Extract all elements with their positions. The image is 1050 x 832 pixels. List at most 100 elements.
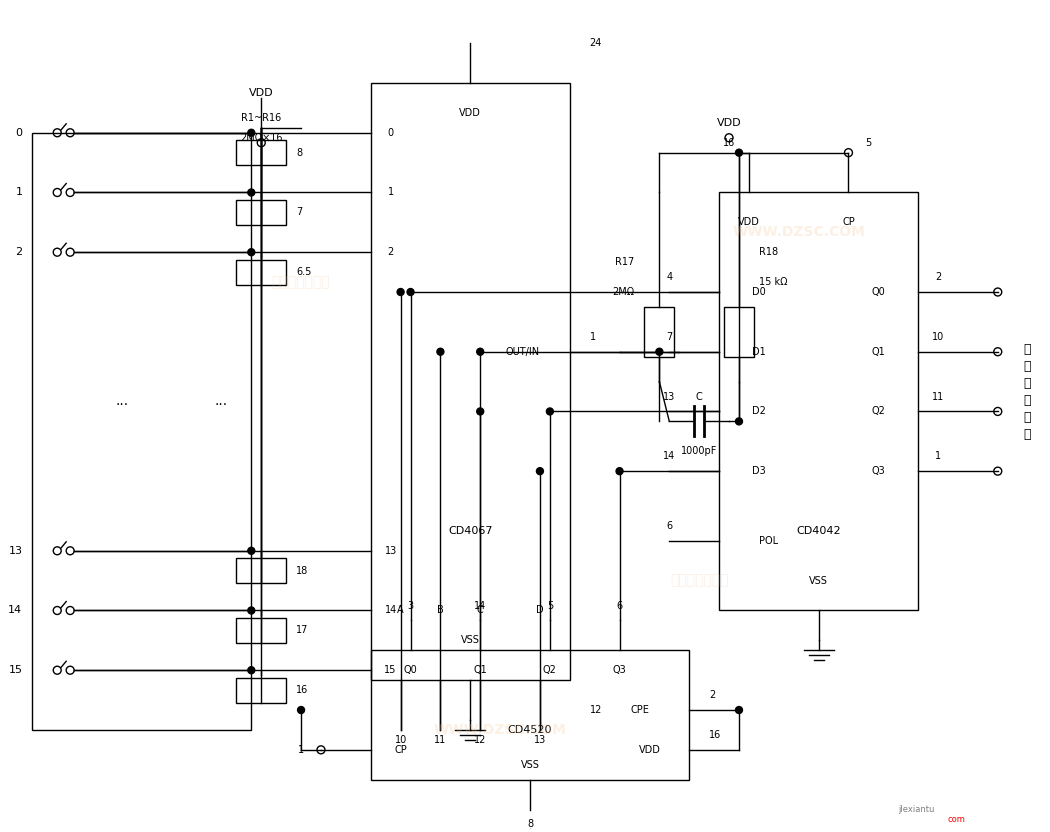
Text: VSS: VSS xyxy=(810,576,828,586)
Text: 维库电子市场网: 维库电子市场网 xyxy=(670,573,729,587)
Text: CD4520: CD4520 xyxy=(508,725,552,735)
Bar xyxy=(236,200,287,225)
Text: 5: 5 xyxy=(547,601,553,611)
Text: 1: 1 xyxy=(16,187,22,197)
Text: Q3: Q3 xyxy=(613,666,627,676)
Text: 1: 1 xyxy=(387,187,394,197)
Circle shape xyxy=(546,408,553,415)
Text: 16: 16 xyxy=(296,685,309,695)
Text: C: C xyxy=(477,606,484,616)
Text: ...: ... xyxy=(215,394,228,409)
Text: 8: 8 xyxy=(296,147,302,158)
Text: 11: 11 xyxy=(932,392,944,402)
Circle shape xyxy=(477,349,484,355)
Bar xyxy=(371,651,689,780)
Text: 2: 2 xyxy=(387,247,394,257)
Text: R1~R16: R1~R16 xyxy=(242,113,281,123)
Text: 13: 13 xyxy=(533,735,546,745)
Bar xyxy=(719,192,918,611)
Text: com: com xyxy=(948,815,966,824)
Circle shape xyxy=(735,418,742,425)
Bar xyxy=(645,307,674,357)
Text: 15 kΩ: 15 kΩ xyxy=(759,277,788,287)
Text: VDD: VDD xyxy=(249,88,274,98)
Text: D1: D1 xyxy=(752,347,765,357)
Circle shape xyxy=(248,607,255,614)
Text: 6: 6 xyxy=(667,521,672,531)
Bar xyxy=(236,141,287,165)
Text: 10: 10 xyxy=(932,332,944,342)
Circle shape xyxy=(248,129,255,136)
Text: CPE: CPE xyxy=(630,705,649,715)
Text: Q3: Q3 xyxy=(872,466,885,476)
Text: D2: D2 xyxy=(752,407,765,417)
Text: 2: 2 xyxy=(709,690,715,700)
Text: D0: D0 xyxy=(752,287,765,297)
Text: VDD: VDD xyxy=(717,118,741,128)
Text: D3: D3 xyxy=(752,466,765,476)
Text: 10: 10 xyxy=(395,735,406,745)
Text: 8: 8 xyxy=(527,820,533,830)
Circle shape xyxy=(248,189,255,196)
Text: 15: 15 xyxy=(384,666,397,676)
Circle shape xyxy=(407,289,414,295)
Text: 18: 18 xyxy=(296,566,309,576)
Text: WWW.DZSC.COM: WWW.DZSC.COM xyxy=(434,723,567,737)
Text: Q2: Q2 xyxy=(543,666,556,676)
Circle shape xyxy=(616,468,623,474)
Bar xyxy=(236,618,287,643)
Circle shape xyxy=(735,706,742,714)
Text: R18: R18 xyxy=(759,247,778,257)
Text: 6.5: 6.5 xyxy=(296,267,312,277)
Text: 13: 13 xyxy=(384,546,397,556)
Circle shape xyxy=(437,349,444,355)
Circle shape xyxy=(735,149,742,156)
Text: 2MΩ×16: 2MΩ×16 xyxy=(240,133,282,143)
Circle shape xyxy=(248,547,255,554)
Text: CD4067: CD4067 xyxy=(448,526,492,536)
Text: CP: CP xyxy=(394,745,407,755)
Text: 0: 0 xyxy=(387,128,394,138)
Text: 7: 7 xyxy=(296,207,302,217)
Circle shape xyxy=(656,349,663,355)
Text: 2: 2 xyxy=(16,247,22,257)
Text: 7: 7 xyxy=(666,332,672,342)
Circle shape xyxy=(397,289,404,295)
Text: ...: ... xyxy=(116,394,128,409)
Text: VDD: VDD xyxy=(738,217,760,227)
Text: CP: CP xyxy=(842,217,855,227)
Text: D: D xyxy=(537,606,544,616)
Bar xyxy=(33,133,251,730)
Text: 15: 15 xyxy=(8,666,22,676)
Bar xyxy=(236,678,287,702)
Text: 11: 11 xyxy=(435,735,446,745)
Bar xyxy=(371,83,570,681)
Text: jlexiantu: jlexiantu xyxy=(898,805,934,814)
Text: VSS: VSS xyxy=(521,760,540,770)
Circle shape xyxy=(537,468,544,474)
Text: VSS: VSS xyxy=(461,636,480,646)
Text: C: C xyxy=(696,392,702,402)
Bar xyxy=(236,558,287,583)
Bar xyxy=(236,260,287,285)
Text: 13: 13 xyxy=(8,546,22,556)
Text: 24: 24 xyxy=(590,38,602,48)
Bar xyxy=(724,307,754,357)
Text: 3: 3 xyxy=(407,601,414,611)
Text: WWW.DZSC.COM: WWW.DZSC.COM xyxy=(732,225,865,240)
Text: 0: 0 xyxy=(16,128,22,138)
Circle shape xyxy=(477,408,484,415)
Text: 2: 2 xyxy=(934,272,941,282)
Text: 6: 6 xyxy=(616,601,623,611)
Circle shape xyxy=(248,249,255,255)
Text: 17: 17 xyxy=(296,626,309,636)
Text: CD4042: CD4042 xyxy=(796,526,841,536)
Text: Q0: Q0 xyxy=(872,287,885,297)
Text: 14: 14 xyxy=(384,606,397,616)
Text: 5: 5 xyxy=(865,138,871,148)
Text: Q2: Q2 xyxy=(872,407,885,417)
Text: 14: 14 xyxy=(664,451,675,461)
Text: 1: 1 xyxy=(590,332,595,342)
Text: 16: 16 xyxy=(709,730,721,740)
Text: A: A xyxy=(397,606,404,616)
